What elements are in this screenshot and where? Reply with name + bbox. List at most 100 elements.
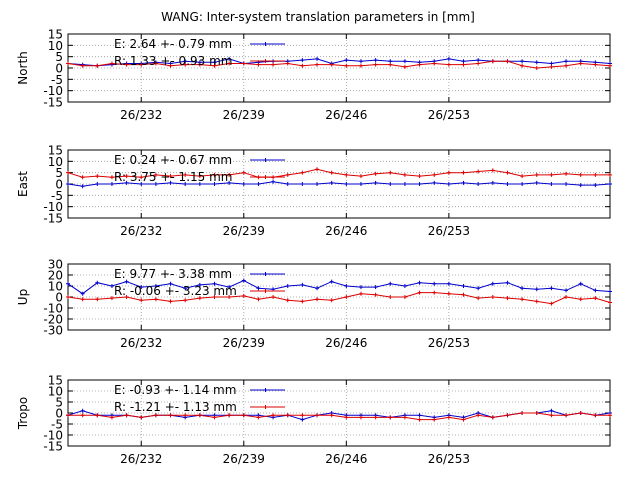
data-point-r: [490, 295, 495, 299]
data-point-e: [593, 288, 598, 293]
data-point-r: [315, 297, 320, 302]
data-point-e: [593, 183, 598, 188]
y-axis-label: East: [16, 171, 30, 197]
y-tick-label: 0: [55, 62, 63, 76]
data-point-r: [564, 295, 569, 299]
data-point-e: [241, 182, 246, 186]
data-point-r: [578, 61, 583, 66]
data-point-r: [183, 413, 188, 418]
data-point-r: [417, 417, 422, 422]
x-tick-label: 26/232: [120, 452, 162, 466]
data-point-r: [358, 415, 363, 420]
data-point-e: [124, 180, 129, 185]
data-point-r: [388, 62, 393, 67]
y-tick-label: 20: [48, 269, 63, 283]
data-point-r: [578, 172, 583, 177]
data-point-e: [183, 59, 188, 64]
data-point-e: [256, 182, 261, 186]
data-point-r: [124, 62, 129, 67]
data-point-e: [461, 284, 466, 288]
data-point-r: [432, 290, 437, 295]
y-tick-label: 15: [48, 374, 63, 388]
data-point-e: [300, 417, 305, 422]
data-point-e: [315, 286, 320, 291]
data-point-r: [197, 174, 202, 179]
data-point-e: [534, 287, 539, 292]
y-tick-label: -10: [43, 84, 63, 98]
data-point-e: [300, 282, 305, 287]
data-point-r: [66, 61, 70, 66]
data-point-e: [300, 182, 305, 186]
data-point-e: [227, 56, 232, 61]
chart-title: WANG: Inter-system translation parameter…: [161, 10, 475, 24]
data-point-e: [373, 285, 378, 290]
y-tick-label: 15: [48, 144, 63, 158]
data-point-r: [578, 411, 583, 415]
data-point-e: [80, 291, 85, 296]
legend-entry-text: E: 2.64 +- 0.79 mm: [114, 37, 232, 51]
data-point-e: [271, 179, 276, 184]
data-point-e: [564, 182, 569, 186]
data-point-r: [505, 59, 510, 64]
data-point-r: [80, 413, 85, 418]
data-point-r: [608, 172, 612, 177]
data-point-r: [476, 61, 481, 66]
data-point-r: [95, 174, 100, 179]
data-point-r: [109, 175, 114, 180]
data-point-e: [153, 284, 158, 288]
legend-sample-point: [263, 289, 268, 293]
data-point-r: [285, 298, 290, 303]
legend-entry-text: R: 3.75 +- 1.15 mm: [114, 170, 232, 184]
data-point-r: [549, 413, 554, 418]
data-point-r: [329, 298, 334, 303]
y-tick-label: 10: [48, 155, 63, 169]
data-point-r: [388, 415, 393, 420]
data-point-r: [315, 167, 320, 172]
data-point-e: [446, 56, 451, 61]
y-tick-label: -20: [43, 313, 63, 327]
data-point-r: [373, 292, 378, 297]
data-point-e: [534, 180, 539, 185]
data-point-r: [153, 413, 158, 418]
y-tick-label: 0: [55, 407, 63, 421]
data-point-r: [417, 174, 422, 179]
legend-sample-point: [263, 175, 268, 179]
x-tick-label: 26/239: [223, 336, 265, 350]
data-point-e: [168, 281, 173, 286]
data-point-e: [95, 280, 100, 285]
x-tick-label: 26/246: [325, 452, 367, 466]
data-point-r: [241, 413, 246, 418]
data-point-e: [315, 182, 320, 186]
data-point-r: [461, 170, 466, 175]
data-point-r: [153, 61, 158, 66]
data-point-r: [227, 295, 232, 299]
data-point-e: [183, 182, 188, 186]
data-point-e: [608, 289, 612, 294]
data-point-r: [227, 172, 232, 177]
data-point-r: [344, 415, 349, 420]
y-tick-label: 10: [48, 385, 63, 399]
data-point-r: [168, 299, 173, 304]
data-point-e: [315, 56, 320, 61]
data-point-r: [388, 295, 393, 299]
data-point-r: [432, 61, 437, 66]
data-point-r: [139, 298, 144, 303]
x-tick-label: 26/239: [223, 108, 265, 122]
data-point-e: [432, 281, 437, 286]
legend-sample-point: [263, 59, 268, 63]
data-point-r: [256, 415, 261, 420]
y-tick-label: 0: [55, 178, 63, 192]
data-point-e: [344, 58, 349, 63]
data-point-e: [80, 184, 85, 189]
data-point-e: [139, 285, 144, 290]
data-point-r: [315, 62, 320, 67]
data-point-r: [197, 296, 202, 301]
data-point-e: [388, 59, 393, 64]
data-point-r: [476, 413, 481, 418]
data-point-e: [564, 59, 569, 64]
data-point-e: [329, 180, 334, 185]
data-point-e: [168, 180, 173, 185]
data-point-e: [476, 58, 481, 63]
data-point-e: [358, 59, 363, 64]
data-point-r: [285, 61, 290, 66]
